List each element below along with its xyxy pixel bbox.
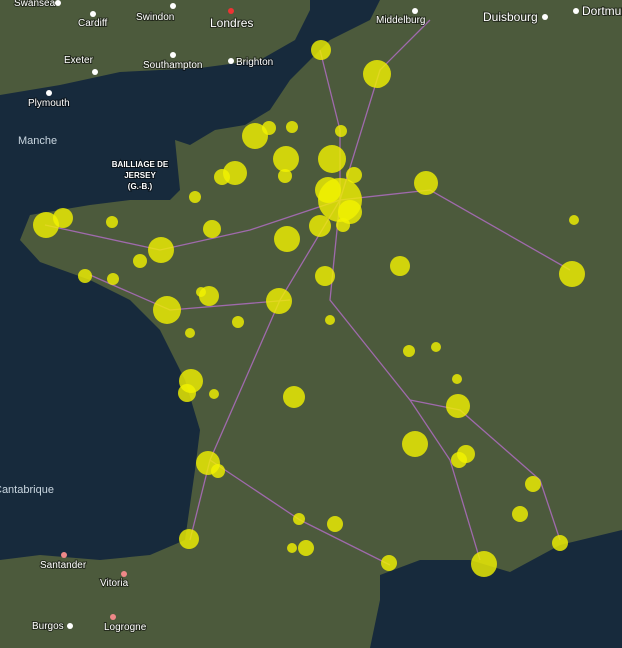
- bubble[interactable]: [242, 123, 268, 149]
- bubble[interactable]: [390, 256, 410, 276]
- bubble[interactable]: [211, 464, 225, 478]
- place-label: Brighton: [236, 57, 273, 68]
- place-labels: Swansea Cardiff Swindon Londres Middelbu…: [0, 0, 622, 634]
- place-label: Logrogne: [104, 622, 147, 633]
- bubble[interactable]: [336, 218, 350, 232]
- bubble[interactable]: [414, 171, 438, 195]
- place-label: Vitoria: [100, 578, 129, 589]
- city-dots: [46, 0, 579, 629]
- bubble[interactable]: [262, 121, 276, 135]
- bubble[interactable]: [33, 212, 59, 238]
- bubble[interactable]: [148, 237, 174, 263]
- bubble[interactable]: [287, 543, 297, 553]
- sea-label: Cantabrique: [0, 484, 54, 496]
- bubble[interactable]: [403, 345, 415, 357]
- place-label: Swansea: [14, 0, 56, 9]
- bubble[interactable]: [446, 394, 470, 418]
- bubble[interactable]: [153, 296, 181, 324]
- bubble[interactable]: [338, 200, 362, 224]
- bubble[interactable]: [283, 386, 305, 408]
- bubble[interactable]: [196, 287, 206, 297]
- atlantic: [0, 0, 380, 560]
- mediterranean: [370, 530, 622, 648]
- bubble[interactable]: [107, 273, 119, 285]
- bubble[interactable]: [189, 191, 201, 203]
- bubble[interactable]: [431, 342, 441, 352]
- bubble[interactable]: [133, 254, 147, 268]
- bubble[interactable]: [214, 169, 230, 185]
- bubble[interactable]: [209, 389, 219, 399]
- bubble[interactable]: [315, 177, 341, 203]
- bubble[interactable]: [273, 146, 299, 172]
- bubble[interactable]: [525, 476, 541, 492]
- place-label: Swindon: [136, 12, 174, 23]
- place-label: Dortmund: [582, 4, 622, 18]
- bubble[interactable]: [293, 513, 305, 525]
- bubble[interactable]: [106, 216, 118, 228]
- bubble[interactable]: [311, 40, 331, 60]
- bubble[interactable]: [552, 535, 568, 551]
- region-label: (G.-B.): [128, 182, 153, 191]
- bubble[interactable]: [512, 506, 528, 522]
- bubble[interactable]: [325, 315, 335, 325]
- place-label: Plymouth: [28, 98, 70, 109]
- bubble[interactable]: [278, 169, 292, 183]
- bubble[interactable]: [559, 261, 585, 287]
- region-label: JERSEY: [124, 171, 156, 180]
- place-label: Londres: [210, 16, 253, 30]
- bubble[interactable]: [451, 452, 467, 468]
- bubble[interactable]: [402, 431, 428, 457]
- place-label: Santander: [40, 560, 87, 571]
- bubble[interactable]: [471, 551, 497, 577]
- bubble[interactable]: [381, 555, 397, 571]
- place-label: Southampton: [143, 60, 203, 71]
- bubble[interactable]: [569, 215, 579, 225]
- bubble[interactable]: [315, 266, 335, 286]
- bubble[interactable]: [178, 384, 196, 402]
- bubbles: [33, 40, 585, 577]
- bubble[interactable]: [363, 60, 391, 88]
- sea-label: Manche: [18, 135, 57, 147]
- bubble[interactable]: [232, 316, 244, 328]
- bubble[interactable]: [274, 226, 300, 252]
- bubble[interactable]: [185, 328, 195, 338]
- bubble[interactable]: [452, 374, 462, 384]
- place-label: Middelburg: [376, 15, 425, 26]
- bubble[interactable]: [346, 167, 362, 183]
- bubble[interactable]: [327, 516, 343, 532]
- bubble[interactable]: [286, 121, 298, 133]
- bubble[interactable]: [53, 208, 73, 228]
- region-label: BAILLIAGE DE: [112, 160, 169, 169]
- bubble[interactable]: [266, 288, 292, 314]
- place-label: Exeter: [64, 55, 94, 66]
- bubble[interactable]: [179, 529, 199, 549]
- bubble[interactable]: [78, 269, 92, 283]
- bubble[interactable]: [335, 125, 347, 137]
- bubble[interactable]: [318, 145, 346, 173]
- bubble[interactable]: [309, 215, 331, 237]
- place-label: Duisbourg: [483, 10, 538, 24]
- bubble[interactable]: [298, 540, 314, 556]
- place-label: Burgos: [32, 621, 64, 632]
- bubble[interactable]: [203, 220, 221, 238]
- place-label: Cardiff: [78, 18, 107, 29]
